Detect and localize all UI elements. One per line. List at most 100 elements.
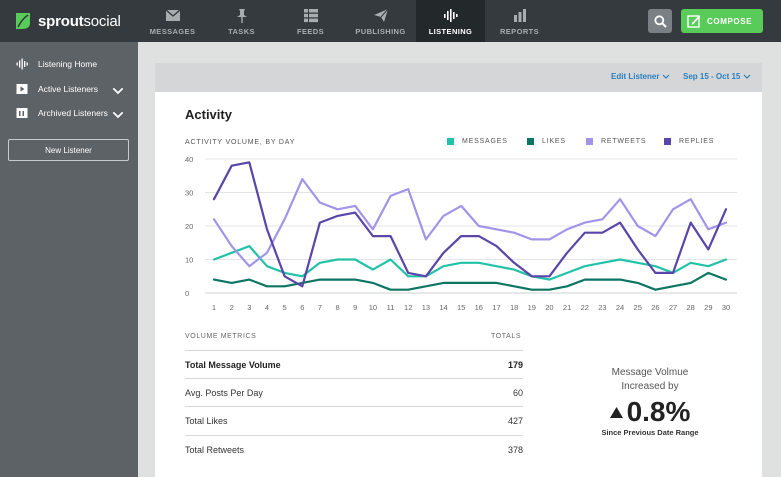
summary-title-line2: Increased by — [621, 381, 679, 392]
sprout-leaf-icon — [16, 13, 30, 29]
legend-swatch — [447, 138, 454, 145]
sidebar-item-label: Listening Home — [38, 59, 98, 69]
x-tick-label: 24 — [616, 303, 624, 312]
x-tick-label: 30 — [722, 303, 730, 312]
triangle-up-icon — [609, 406, 623, 418]
nav-listening[interactable]: LISTENING — [416, 0, 485, 42]
chevron-down-icon[interactable] — [112, 85, 124, 97]
y-tick-label: 40 — [185, 155, 193, 164]
x-tick-label: 5 — [283, 303, 287, 312]
new-listener-button[interactable]: New Listener — [8, 139, 129, 161]
search-button[interactable] — [648, 9, 672, 33]
pin-icon — [236, 9, 247, 23]
x-tick-label: 3 — [247, 303, 251, 312]
x-tick-label: 29 — [704, 303, 712, 312]
message-volume-summary: Message Volmue Increased by 0.8% Since P… — [555, 366, 745, 437]
nav-publishing[interactable]: PUBLISHING — [345, 0, 416, 42]
sidebar-item-label: Active Listeners — [38, 84, 98, 94]
x-tick-label: 2 — [230, 303, 234, 312]
metric-label: Avg. Posts Per Day — [185, 387, 263, 398]
metric-row-total-retweets: Total Retweets 378 — [185, 435, 523, 463]
x-tick-label: 6 — [300, 303, 304, 312]
nav-reports[interactable]: REPORTS — [485, 0, 554, 42]
metric-label: Total Likes — [185, 415, 228, 426]
date-range-dropdown[interactable]: Sep 15 - Oct 15 — [683, 72, 751, 81]
x-tick-label: 7 — [318, 303, 322, 312]
x-tick-label: 10 — [369, 303, 377, 312]
x-tick-label: 11 — [387, 303, 395, 312]
x-tick-label: 27 — [669, 303, 677, 312]
soundwave-icon — [16, 58, 28, 70]
x-tick-label: 1 — [212, 303, 216, 312]
legend-swatch — [527, 138, 534, 145]
metrics-totals-label: TOTALS — [491, 333, 522, 340]
legend-item-messages[interactable]: MESSAGES — [447, 138, 508, 145]
legend-label: LIKES — [542, 138, 566, 145]
nav-listening-label: LISTENING — [428, 27, 473, 36]
legend-item-replies[interactable]: REPLIES — [664, 138, 714, 145]
legend-label: REPLIES — [679, 138, 715, 145]
metric-label: Total Message Volume — [185, 359, 281, 370]
metric-row-total-likes: Total Likes 427 — [185, 406, 523, 434]
x-tick-label: 17 — [492, 303, 500, 312]
sidebar-item-active-listeners[interactable]: Active Listeners — [0, 77, 138, 101]
metric-value: 378 — [507, 444, 523, 455]
compose-label: COMPOSE — [707, 16, 753, 26]
archive-icon — [16, 108, 28, 118]
logo-text-bold: sprout — [38, 12, 84, 30]
y-tick-label: 30 — [185, 189, 193, 198]
legend-swatch — [586, 138, 593, 145]
summary-title-line1: Message Volmue — [611, 367, 689, 378]
edit-listener-dropdown[interactable]: Edit Listener — [611, 72, 670, 81]
top-nav-bar: sproutsocial MESSAGES TASKS FEEDS PUBLIS… — [0, 0, 781, 42]
x-tick-label: 13 — [422, 303, 430, 312]
summary-subtitle: Since Previous Date Range — [601, 428, 699, 437]
sidebar-item-label: Archived Listeners — [38, 108, 108, 118]
x-tick-label: 9 — [353, 303, 357, 312]
x-tick-label: 4 — [265, 303, 269, 312]
edit-listener-label: Edit Listener — [611, 72, 660, 81]
x-tick-label: 21 — [563, 303, 571, 312]
nav-tasks-label: TASKS — [228, 27, 255, 36]
x-tick-label: 25 — [634, 303, 642, 312]
x-tick-label: 19 — [528, 303, 536, 312]
sprout-social-logo[interactable]: sproutsocial — [14, 10, 121, 32]
nav-reports-label: REPORTS — [499, 27, 540, 36]
nav-tasks[interactable]: TASKS — [207, 0, 276, 42]
nav-messages-label: MESSAGES — [149, 27, 196, 36]
search-icon — [653, 14, 667, 28]
nav-messages[interactable]: MESSAGES — [138, 0, 207, 42]
x-tick-label: 23 — [598, 303, 606, 312]
y-tick-label: 10 — [185, 256, 193, 265]
legend-item-retweets[interactable]: RETWEETS — [586, 138, 646, 145]
x-tick-label: 18 — [510, 303, 518, 312]
metric-row-total-message-volume: Total Message Volume 179 — [185, 350, 523, 378]
metric-label: Total Retweets — [185, 444, 245, 455]
legend-item-likes[interactable]: LIKES — [527, 138, 566, 145]
chevron-down-icon — [743, 74, 751, 79]
legend-label: MESSAGES — [462, 138, 508, 145]
nav-feeds-label: FEEDS — [296, 27, 324, 36]
legend-label: RETWEETS — [601, 138, 647, 145]
y-tick-label: 20 — [185, 222, 193, 231]
metric-row-avg-posts: Avg. Posts Per Day 60 — [185, 378, 523, 406]
soundwave-icon — [443, 9, 458, 22]
listening-report-panel: Edit Listener Sep 15 - Oct 15 Activity A… — [155, 63, 762, 477]
x-tick-label: 20 — [545, 303, 553, 312]
compose-button[interactable]: COMPOSE — [681, 9, 763, 33]
summary-value: 0.8% — [626, 396, 691, 427]
x-tick-label: 15 — [457, 303, 465, 312]
series-line-replies — [212, 161, 728, 288]
nav-feeds[interactable]: FEEDS — [276, 0, 345, 42]
sidebar-item-archived-listeners[interactable]: Archived Listeners — [0, 101, 138, 125]
envelope-icon — [165, 9, 180, 21]
date-range-label: Sep 15 - Oct 15 — [683, 72, 741, 81]
sidebar-item-listening-home[interactable]: Listening Home — [0, 52, 138, 76]
x-tick-label: 22 — [581, 303, 589, 312]
x-tick-label: 12 — [404, 303, 412, 312]
play-folder-icon — [16, 84, 28, 94]
chevron-down-icon[interactable] — [112, 109, 124, 121]
x-tick-label: 28 — [687, 303, 695, 312]
report-filter-bar: Edit Listener Sep 15 - Oct 15 — [155, 63, 762, 92]
